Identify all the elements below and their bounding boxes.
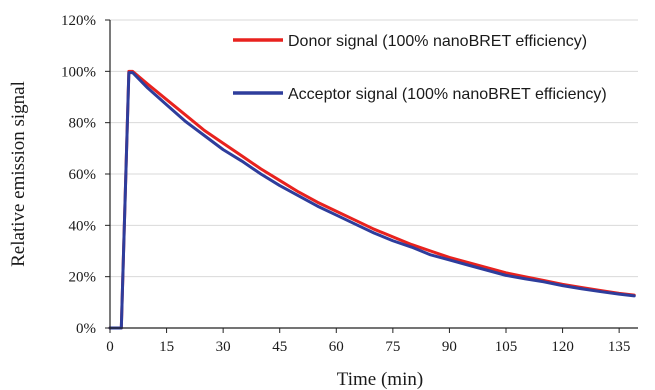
data-point: [316, 205, 319, 207]
data-point: [429, 250, 432, 252]
data-point: [542, 281, 545, 283]
data-point: [203, 129, 206, 132]
data-point: [486, 269, 488, 272]
y-tick-label: 40%: [69, 218, 97, 234]
data-point: [278, 184, 281, 187]
axes: [105, 19, 638, 333]
x-axis-title: Time (min): [337, 369, 423, 390]
data-point: [448, 256, 451, 259]
data-point: [599, 290, 602, 293]
tick-labels: 0 15 30 45 60 75 90 105 120 135 0% 20% 40% 60% 80% 100%…: [61, 13, 630, 355]
data-point: [184, 114, 187, 116]
data-point: [222, 148, 224, 151]
data-point: [222, 142, 224, 144]
gridlines: [110, 19, 638, 278]
data-point: [505, 272, 507, 274]
data-point: [354, 219, 356, 221]
data-point: [429, 254, 432, 256]
x-tick-label: 75: [385, 339, 400, 355]
series-line-acceptor: [108, 71, 636, 330]
series-line-donor: [108, 69, 636, 330]
data-point: [410, 243, 413, 246]
data-point: [131, 71, 134, 74]
y-tick-label: 0%: [76, 321, 96, 337]
y-tick-label: 20%: [69, 270, 97, 286]
data-point: [392, 239, 394, 242]
data-point: [354, 223, 356, 225]
data-point: [146, 87, 149, 89]
data-point: [524, 277, 526, 280]
data-point: [467, 264, 470, 266]
x-tick-label: 0: [106, 339, 114, 355]
data-point: [467, 261, 470, 264]
data-point: [260, 173, 262, 175]
data-point: [373, 228, 375, 230]
data-point: [335, 214, 338, 216]
data-point: [278, 179, 281, 182]
x-tick-label: 30: [216, 339, 231, 355]
data-point: [373, 232, 375, 234]
legend-label: Donor signal (100% nanoBRET efficiency): [288, 33, 587, 50]
x-tick-label: 90: [442, 339, 457, 355]
data-point: [633, 295, 636, 297]
data-point: [524, 275, 526, 278]
data-point: [241, 155, 243, 157]
data-point: [128, 71, 130, 74]
data-point: [316, 201, 319, 204]
data-point: [184, 120, 187, 123]
x-tick-label: 105: [495, 339, 518, 355]
x-tick-label: 60: [329, 339, 344, 355]
data-point: [203, 134, 206, 137]
y-axis-title: Relative emission signal: [8, 81, 29, 267]
legend-label: Acceptor signal (100% nanoBRET efficienc…: [288, 86, 607, 103]
data-point: [410, 246, 413, 248]
data-point: [297, 195, 300, 197]
data-point: [260, 168, 262, 170]
x-tick-label: 135: [608, 339, 631, 355]
data-point: [241, 160, 243, 162]
y-tick-label: 120%: [61, 13, 96, 29]
data-point: [165, 98, 168, 101]
y-tick-label: 60%: [69, 167, 97, 183]
data-point: [580, 287, 583, 290]
data-point: [297, 191, 300, 193]
data-point: [448, 259, 451, 261]
y-tick-label: 80%: [69, 116, 97, 132]
data-point: [618, 293, 620, 295]
series-group: [108, 69, 636, 330]
legend: Donor signal (100% nanoBRET efficiency) A…: [233, 33, 607, 103]
x-tick-label: 45: [272, 339, 287, 355]
data-point: [335, 210, 338, 213]
y-tick-label: 100%: [61, 64, 96, 80]
data-point: [165, 103, 168, 106]
data-point: [146, 83, 149, 85]
data-point: [486, 266, 488, 269]
x-tick-label: 120: [551, 339, 574, 355]
data-point: [392, 236, 394, 238]
x-tick-label: 15: [159, 339, 174, 355]
data-point: [561, 284, 564, 287]
data-point: [505, 274, 507, 277]
